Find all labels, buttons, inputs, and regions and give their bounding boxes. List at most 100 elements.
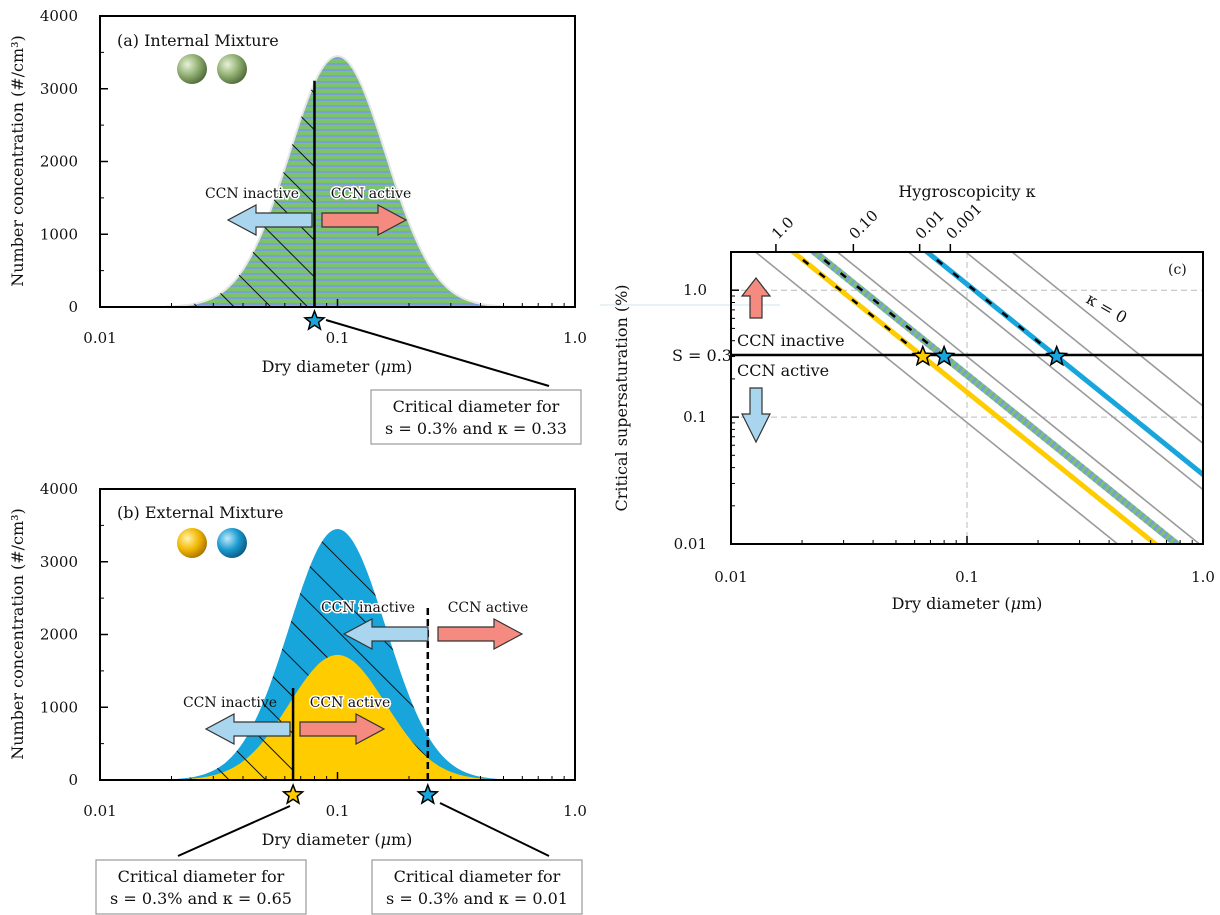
yellow-inactive-label: CCN inactive bbox=[183, 695, 277, 711]
y-axis-ticks: 0.01 0.1 1.0 bbox=[674, 281, 739, 553]
panel-b: 0.01 0.1 1.0 0 1000 2000 3000 4000 (b) Externa… bbox=[8, 480, 587, 915]
y-tick-label: 0.01 bbox=[674, 535, 707, 553]
annotation-box bbox=[95, 859, 307, 915]
gray-kappa-line bbox=[754, 252, 1119, 544]
yellow-active-arrow bbox=[299, 712, 386, 746]
x-tick-label: 1.0 bbox=[563, 802, 587, 820]
x-axis-label: Dry diameter (μm) bbox=[892, 594, 1043, 613]
blue-inactive-arrow bbox=[342, 617, 429, 651]
x-axis-ticks: 0.01 0.1 1.0 bbox=[83, 299, 587, 347]
y-axis-label: Number concentration (#/cm³) bbox=[8, 35, 27, 287]
annotation-line1: Critical diameter for bbox=[393, 397, 560, 416]
inactive-hatch-region bbox=[166, 82, 315, 307]
annotation-line1: Critical diameter for bbox=[394, 867, 561, 886]
x-tick-label: 0.1 bbox=[955, 568, 979, 586]
blue-active-label: CCN active bbox=[448, 600, 529, 616]
blue-active-arrow bbox=[437, 617, 524, 651]
inactive-segment bbox=[925, 252, 1058, 358]
kappa-lines bbox=[754, 252, 1203, 544]
y-tick-label: 3000 bbox=[40, 80, 78, 98]
x-tick-label: 1.0 bbox=[563, 329, 587, 347]
yellow-inactive-hatch bbox=[166, 697, 294, 780]
x-tick-label: 0.01 bbox=[83, 802, 116, 820]
annotation-line1: Critical diameter for bbox=[118, 867, 285, 886]
annotation-box bbox=[371, 859, 583, 915]
x-tick-label: 0.1 bbox=[326, 329, 350, 347]
x-axis-label: Dry diameter (μm) bbox=[262, 830, 413, 849]
y-axis-ticks: 0 1000 2000 3000 4000 bbox=[40, 7, 108, 316]
top-tick-label: 0.10 bbox=[845, 206, 881, 242]
top-tick-label: 0.001 bbox=[942, 200, 985, 243]
annotation-pointer bbox=[325, 319, 550, 387]
yellow-inactive-arrow bbox=[204, 712, 291, 746]
gray-kappa-line bbox=[836, 252, 1201, 544]
panel-b-title: (b) External Mixture bbox=[117, 503, 283, 522]
particle-sphere bbox=[177, 54, 207, 84]
critical-star bbox=[1045, 344, 1069, 367]
annotation-pointer bbox=[177, 805, 291, 857]
x-axis-ticks: 0.01 0.1 1.0 bbox=[83, 772, 587, 820]
y-tick-label: 1000 bbox=[40, 225, 78, 243]
s-line-label: S = 0.3 bbox=[672, 346, 732, 365]
y-axis-ticks: 0 1000 2000 3000 4000 bbox=[40, 480, 108, 789]
y-tick-label: 0 bbox=[68, 771, 78, 789]
x-tick-label: 0.1 bbox=[326, 802, 350, 820]
y-tick-label: 1.0 bbox=[683, 281, 707, 299]
critical-diameter-star bbox=[303, 308, 326, 331]
critical-stars bbox=[911, 344, 1069, 367]
annotation-pointer bbox=[439, 802, 550, 857]
blue-particle-sphere bbox=[217, 528, 247, 558]
gray-kappa-line bbox=[907, 252, 1203, 491]
x-axis-label: Dry diameter (μm) bbox=[262, 357, 413, 376]
annotation-box bbox=[370, 389, 582, 445]
y-tick-label: 4000 bbox=[40, 7, 78, 25]
up-arrow bbox=[740, 277, 772, 319]
particle-sphere bbox=[217, 54, 247, 84]
y-tick-label: 4000 bbox=[40, 480, 78, 498]
kappa-series-line bbox=[789, 252, 1160, 544]
inactive-segment bbox=[812, 252, 945, 358]
yellow-distribution bbox=[166, 654, 523, 780]
panel-a: 0.01 0.1 1.0 0 1000 2000 3000 4000 (a) Interna… bbox=[8, 7, 587, 445]
y-axis-label: Critical supersaturation (%) bbox=[612, 284, 631, 511]
yellow-critical-star bbox=[281, 782, 305, 805]
y-axis-label: Number concentration (#/cm³) bbox=[8, 508, 27, 760]
annotation-line2: s = 0.3% and κ = 0.65 bbox=[110, 889, 292, 908]
ccn-inactive-arrow bbox=[226, 203, 313, 237]
blue-critical-star bbox=[416, 782, 440, 805]
x-tick-label: 0.01 bbox=[83, 329, 116, 347]
blue-inactive-label: CCN inactive bbox=[321, 600, 415, 616]
y-tick-label: 2000 bbox=[40, 626, 78, 644]
ccn-inactive-label: CCN inactive bbox=[205, 186, 299, 202]
down-arrow bbox=[741, 387, 771, 444]
y-tick-label: 1000 bbox=[40, 698, 78, 716]
top-tick-label: 0.01 bbox=[912, 206, 948, 242]
x-tick-label: 0.01 bbox=[714, 568, 747, 586]
top-tick-label: 1.0 bbox=[768, 213, 798, 243]
panel-a-title: (a) Internal Mixture bbox=[117, 31, 279, 50]
gray-kappa-line bbox=[1010, 252, 1203, 408]
critical-star bbox=[911, 344, 935, 367]
annotation-line2: s = 0.3% and κ = 0.01 bbox=[386, 889, 568, 908]
gray-kappa-line bbox=[964, 252, 1203, 445]
panel-c: 0.01 0.1 1.0 0.010.11.0 1.0 0.10 0.010.001 (… bbox=[600, 182, 1215, 613]
yellow-active-label: CCN active bbox=[310, 695, 391, 711]
x-tick-label: 1.0 bbox=[1191, 568, 1215, 586]
y-tick-label: 2000 bbox=[40, 153, 78, 171]
critical-star bbox=[932, 344, 956, 367]
yellow-particle-sphere bbox=[177, 528, 207, 558]
kappa-zero-label: κ = 0 bbox=[1083, 289, 1130, 327]
top-axis-label: Hygroscopicity κ bbox=[898, 182, 1035, 201]
y-tick-label: 3000 bbox=[40, 553, 78, 571]
ccn-active-label: CCN active bbox=[737, 361, 829, 380]
y-tick-label: 0.1 bbox=[683, 408, 707, 426]
panel-c-title: (c) bbox=[1168, 262, 1187, 278]
annotation-line2: s = 0.3% and κ = 0.33 bbox=[385, 419, 567, 438]
ccn-active-label: CCN active bbox=[331, 186, 412, 202]
x-axis-ticks: 0.01 0.1 1.0 bbox=[714, 536, 1215, 586]
top-axis-ticks: 1.0 0.10 0.010.001 bbox=[768, 200, 986, 252]
ccn-active-arrow bbox=[321, 203, 408, 237]
internal-mixture-distribution bbox=[165, 54, 524, 308]
y-tick-label: 0 bbox=[68, 298, 78, 316]
